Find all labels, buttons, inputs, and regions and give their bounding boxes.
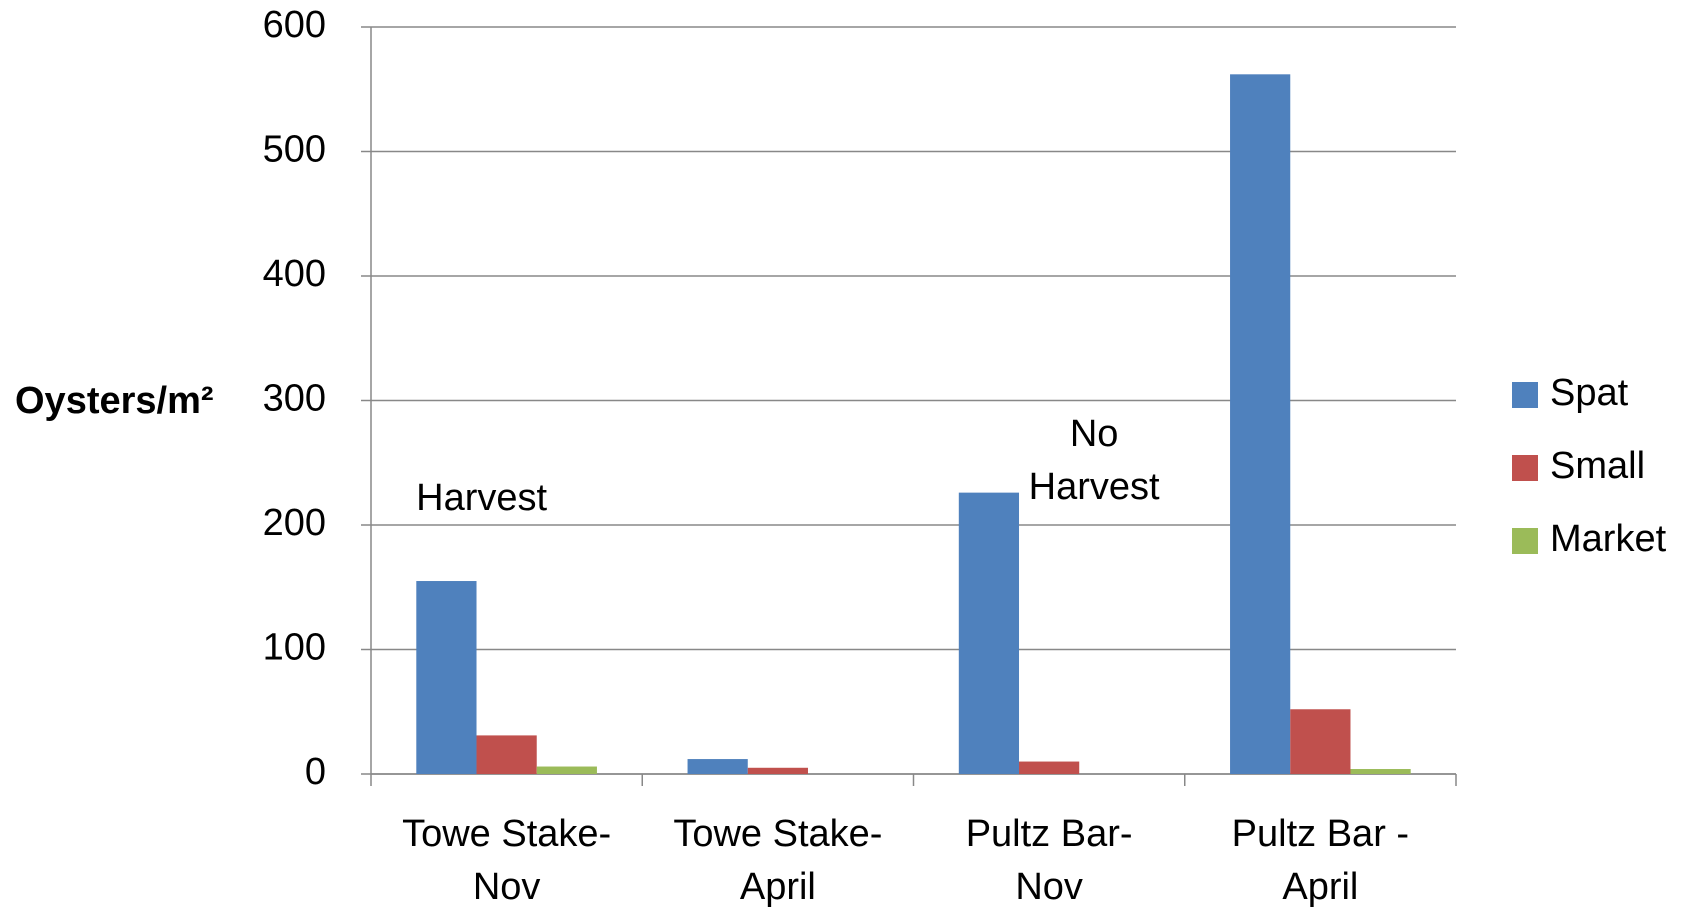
legend-swatch: [1512, 382, 1538, 408]
y-tick-label: 600: [263, 4, 326, 46]
y-tick-label: 0: [305, 751, 326, 793]
legend-swatch: [1512, 455, 1538, 481]
legend-label: Spat: [1550, 372, 1629, 414]
y-tick-label: 200: [263, 502, 326, 544]
annotation: Harvest: [416, 477, 547, 519]
bar: [1290, 709, 1351, 774]
legend-label: Small: [1550, 445, 1645, 487]
bar: [747, 767, 808, 774]
y-tick-label: 100: [263, 627, 326, 669]
bar: [536, 766, 597, 774]
bar: [1350, 769, 1411, 774]
bar: [476, 735, 537, 774]
bar: [958, 492, 1020, 774]
annotation: No Harvest: [1029, 413, 1160, 508]
x-tick-label: Towe Stake-April: [673, 813, 882, 908]
bar: [1019, 761, 1080, 774]
x-tick-label: Towe Stake-Nov: [402, 813, 611, 908]
x-tick-label: Pultz Bar -April: [1232, 813, 1409, 908]
legend-label: Market: [1550, 518, 1667, 560]
legend-swatch: [1512, 528, 1538, 554]
bar: [687, 759, 748, 774]
x-tick-label: Pultz Bar-Nov: [966, 813, 1133, 908]
y-tick-label: 400: [263, 253, 326, 295]
y-axis-label: Oysters/m²: [15, 380, 214, 422]
y-tick-label: 500: [263, 129, 326, 171]
y-tick-label: 300: [263, 378, 326, 420]
bar: [1230, 74, 1291, 774]
bar: [416, 581, 477, 774]
